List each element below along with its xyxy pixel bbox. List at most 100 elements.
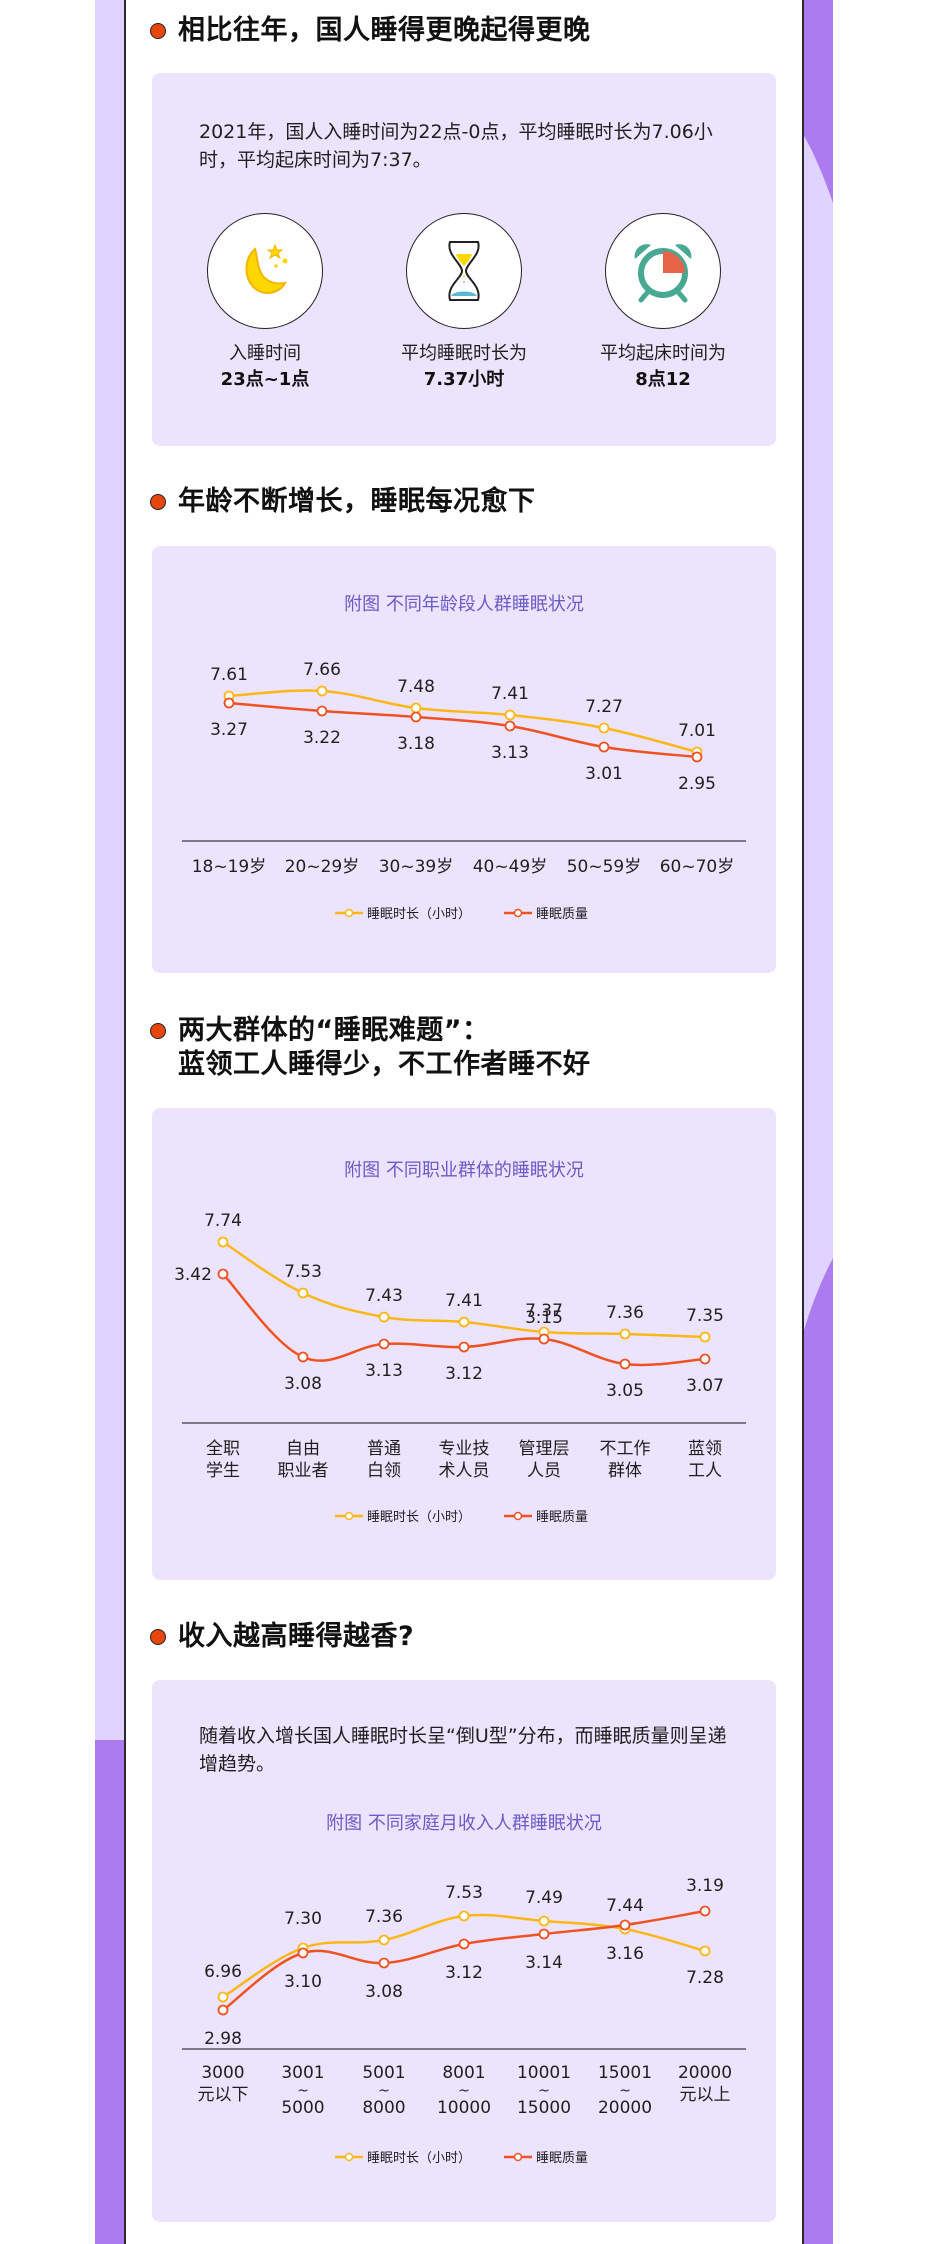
data-point-duration — [619, 1328, 631, 1340]
x-tick-label: 30~39岁 — [379, 857, 454, 877]
legend-label-duration: 睡眠时长（小时） — [367, 907, 471, 922]
x-tick-label: ~ — [538, 2083, 550, 2099]
x-tick-label: 50~59岁 — [567, 857, 642, 877]
data-label-quality: 3.22 — [303, 728, 341, 748]
occupation-chart-card: 附图 不同职业群体的睡眠状况 7.74 3.42 全职 学生 7.53 3.08 自由 职业者 7… — [152, 1108, 776, 1580]
x-tick-label: 蓝领 — [688, 1439, 722, 1459]
content-border-left — [124, 0, 126, 2244]
legend-label-duration: 睡眠时长（小时） — [367, 1510, 471, 1525]
x-tick-label: 20~29岁 — [285, 857, 360, 877]
data-label-duration: 7.53 — [284, 1262, 322, 1282]
data-label-quality: 3.27 — [210, 720, 248, 740]
data-label-quality: 3.10 — [284, 1972, 322, 1992]
bullet-dot-icon — [150, 23, 166, 39]
stat-value: 23点~1点 — [220, 369, 310, 390]
age-sleep-line-chart: 附图 不同年龄段人群睡眠状况 7.61 3.27 18~19岁 7.66 3.22 20~2… — [182, 594, 746, 922]
x-tick-label: 不工作 — [600, 1439, 651, 1459]
series-line-duration — [228, 689, 698, 754]
data-label-quality: 3.18 — [397, 734, 435, 754]
data-label-duration: 7.28 — [686, 1968, 724, 1988]
data-point-quality — [699, 1905, 711, 1917]
chart-title: 附图 不同职业群体的睡眠状况 — [344, 1160, 584, 1181]
data-label-duration: 7.44 — [606, 1896, 644, 1916]
data-point-quality — [538, 1333, 550, 1345]
series-line-quality — [228, 701, 698, 759]
data-point-duration — [699, 1331, 711, 1343]
x-tick-label: 5000 — [281, 2098, 324, 2118]
data-point-quality — [316, 705, 328, 717]
section-header-3: 两大群体的“睡眠难题”： 蓝领工人睡得少，不工作者睡不好 — [150, 1014, 591, 1082]
section-header-1: 相比往年，国人睡得更晚起得更晚 — [150, 14, 591, 48]
stat-value: 7.37小时 — [423, 369, 505, 390]
section-header-2: 年龄不断增长，睡眠每况愈下 — [150, 485, 536, 519]
x-tick-label: 15000 — [517, 2098, 571, 2118]
data-point-duration — [217, 1991, 229, 2003]
x-tick-label: 40~49岁 — [473, 857, 548, 877]
section-title-line2: 蓝领工人睡得少，不工作者睡不好 — [178, 1049, 591, 1080]
data-label-duration: 7.53 — [445, 1883, 483, 1903]
data-label-quality: 3.19 — [686, 1876, 724, 1896]
data-point-quality — [410, 711, 422, 723]
icon-circle — [406, 213, 522, 329]
x-tick-label: 人员 — [527, 1461, 561, 1481]
data-point-quality — [458, 1938, 470, 1950]
x-tick-label: ~ — [458, 2083, 470, 2099]
x-tick-label: 管理层 — [519, 1439, 570, 1459]
x-tick-label: 8000 — [362, 2098, 405, 2118]
summary-card: 2021年，国人入睡时间为22点-0点，平均睡眠时长为7.06小时，平均起床时间… — [152, 73, 776, 446]
data-label-duration: 7.43 — [365, 1286, 403, 1306]
section-title: 相比往年，国人睡得更晚起得更晚 — [178, 15, 591, 46]
x-tick-label: 3001 — [281, 2063, 324, 2083]
data-label-quality: 3.12 — [445, 1364, 483, 1384]
x-tick-label: 专业技 — [439, 1439, 490, 1459]
stat-label: 入睡时间 — [229, 343, 301, 364]
data-label-duration: 7.66 — [303, 660, 341, 680]
x-tick-label: ~ — [619, 2083, 631, 2099]
data-point-quality — [619, 1358, 631, 1370]
data-label-duration: 6.96 — [204, 1962, 242, 1982]
stat-value: 8点12 — [635, 369, 691, 390]
legend-label-quality: 睡眠质量 — [536, 907, 588, 922]
data-point-quality — [458, 1341, 470, 1353]
income-chart-card: 随着收入增长国人睡眠时长呈“倒U型”分布，而睡眠质量则呈递增趋势。 附图 不同家… — [152, 1680, 776, 2222]
data-point-duration — [538, 1915, 550, 1927]
x-tick-label: 10001 — [517, 2063, 571, 2083]
section-title: 两大群体的“睡眠难题”： 蓝领工人睡得少，不工作者睡不好 — [178, 1014, 591, 1082]
section-title: 年龄不断增长，睡眠每况愈下 — [178, 486, 536, 517]
income-paragraph: 随着收入增长国人睡眠时长呈“倒U型”分布，而睡眠质量则呈递增趋势。 — [199, 1725, 727, 1775]
section-title: 收入越高睡得越香? — [178, 1621, 415, 1652]
data-point-duration — [217, 1236, 229, 1248]
data-label-duration: 7.30 — [284, 1909, 322, 1929]
section-header-4: 收入越高睡得越香? — [150, 1620, 414, 1654]
legend-label-duration: 睡眠时长（小时） — [367, 2151, 471, 2166]
data-point-duration — [378, 1311, 390, 1323]
data-label-duration: 7.01 — [678, 721, 716, 741]
x-tick-label: 5001 — [362, 2063, 405, 2083]
data-label-duration: 7.27 — [585, 697, 623, 717]
data-label-quality: 3.42 — [174, 1265, 212, 1285]
data-point-quality — [217, 2004, 229, 2016]
data-point-quality — [217, 1268, 229, 1280]
data-label-duration: 7.61 — [210, 665, 248, 685]
data-point-duration — [378, 1934, 390, 1946]
x-tick-label: 60~70岁 — [660, 857, 735, 877]
legend-label-quality: 睡眠质量 — [536, 2151, 588, 2166]
data-label-duration: 7.74 — [204, 1211, 242, 1231]
data-point-quality — [378, 1957, 390, 1969]
data-point-duration — [410, 702, 422, 714]
moon-icon — [245, 243, 288, 294]
left-decor-purple — [95, 1740, 125, 2244]
stat-label: 平均睡眠时长为 — [401, 343, 527, 364]
data-point-quality — [538, 1928, 550, 1940]
data-label-quality: 3.13 — [365, 1361, 403, 1381]
data-label-quality: 3.12 — [445, 1963, 483, 1983]
x-tick-label: 白领 — [367, 1461, 401, 1481]
x-tick-label: 元以上 — [680, 2085, 731, 2105]
x-tick-label: 20000 — [678, 2063, 732, 2083]
data-point-duration — [504, 709, 516, 721]
summary-paragraph: 2021年，国人入睡时间为22点-0点，平均睡眠时长为7.06小时，平均起床时间… — [199, 121, 713, 171]
data-point-quality — [691, 751, 703, 763]
data-point-duration — [297, 1287, 309, 1299]
